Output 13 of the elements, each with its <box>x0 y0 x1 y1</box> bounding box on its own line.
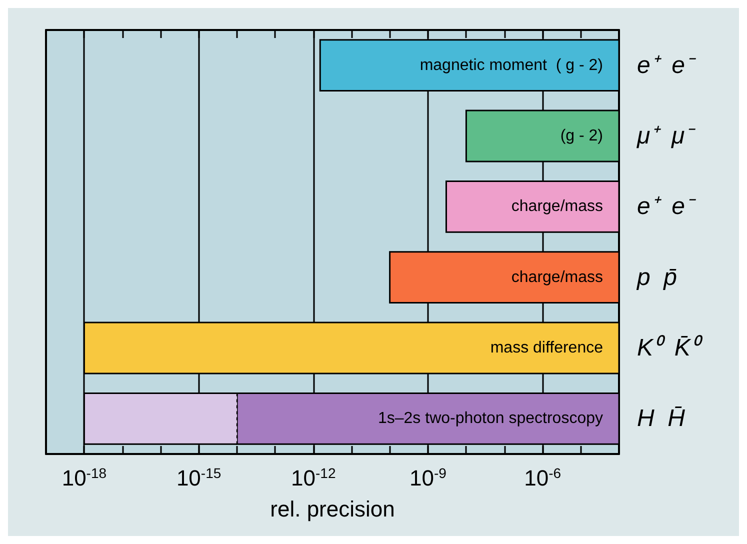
y-tick-label: e⁺ e⁻ <box>637 52 696 79</box>
annotation: mass difference <box>490 340 604 356</box>
annotation: 1s–2s two-photon spectroscopy <box>378 410 603 428</box>
y-tick-label: H H̄ <box>637 405 686 432</box>
y-tick-label: e⁺ e⁻ <box>637 193 696 220</box>
annotation: magnetic moment ( g - 2) <box>420 56 603 74</box>
y-tick-label: μ⁺ μ⁻ <box>636 122 696 150</box>
annotation: charge/mass <box>511 268 603 286</box>
y-tick-label: K⁰ K̄⁰ <box>637 334 704 362</box>
y-tick-label: p p̄ <box>636 264 678 291</box>
annotation: charge/mass <box>511 198 603 216</box>
annotation: (g - 2) <box>560 128 603 144</box>
x-axis-title: rel. precision <box>270 496 395 522</box>
